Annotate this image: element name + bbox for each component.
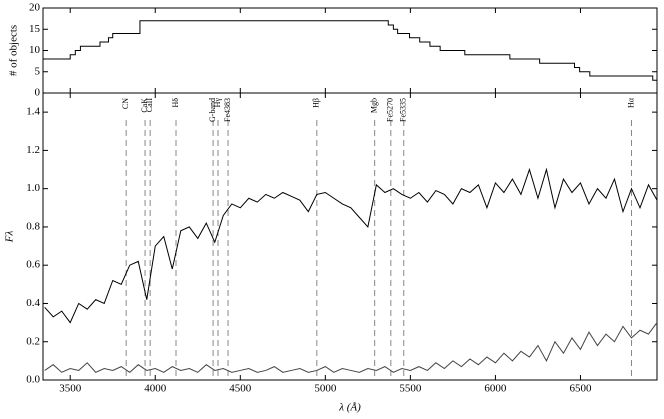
- line-label: CaII: [145, 98, 154, 113]
- line-label: Hα: [626, 97, 635, 108]
- line-label: Mgb: [369, 98, 378, 113]
- y-tick-label: 0.0: [26, 374, 40, 386]
- y-tick-label: 1.0: [26, 182, 40, 194]
- y-tick-label: 0: [35, 87, 41, 99]
- line-label: Hβ: [312, 98, 321, 108]
- line-label: Fe4383: [223, 98, 232, 122]
- y-tick-label: 1.2: [26, 144, 40, 156]
- y-tick-label: 0.8: [26, 220, 40, 232]
- step-line: [43, 20, 657, 81]
- x-axis-label: λ (Å): [338, 402, 361, 414]
- spectrum: [44, 322, 658, 373]
- x-tick-label: 6500: [569, 383, 592, 395]
- y-tick-label: 15: [29, 23, 41, 35]
- x-tick-label: 3500: [59, 383, 82, 395]
- y-tick-label: 0.6: [26, 259, 40, 271]
- line-label: Fe5270: [386, 98, 395, 122]
- x-tick-label: 4000: [144, 383, 167, 395]
- y-tick-label: 1.4: [26, 106, 40, 118]
- y-tick-label: 0.4: [26, 297, 40, 309]
- y-axis-label: # of objects: [8, 25, 20, 76]
- x-tick-label: 4500: [229, 383, 252, 395]
- spectrum: [44, 167, 658, 324]
- line-label: Fe5335: [399, 98, 408, 122]
- x-tick-label: 5500: [399, 383, 422, 395]
- y-tick-label: 20: [29, 2, 41, 14]
- line-label: Hγ: [213, 98, 222, 108]
- x-tick-label: 6000: [484, 383, 507, 395]
- frame: [42, 92, 658, 381]
- y-tick-label: 10: [29, 44, 41, 56]
- line-label: Hδ: [171, 98, 180, 108]
- y-tick-label: 5: [35, 65, 41, 77]
- line-label: CaK: [140, 98, 149, 113]
- x-tick-label: 5000: [314, 383, 337, 395]
- line-label: CN: [121, 98, 130, 109]
- y-tick-label: 0.2: [26, 335, 40, 347]
- y-axis-label: Fλ: [4, 231, 16, 244]
- line-label: G-band: [208, 98, 217, 122]
